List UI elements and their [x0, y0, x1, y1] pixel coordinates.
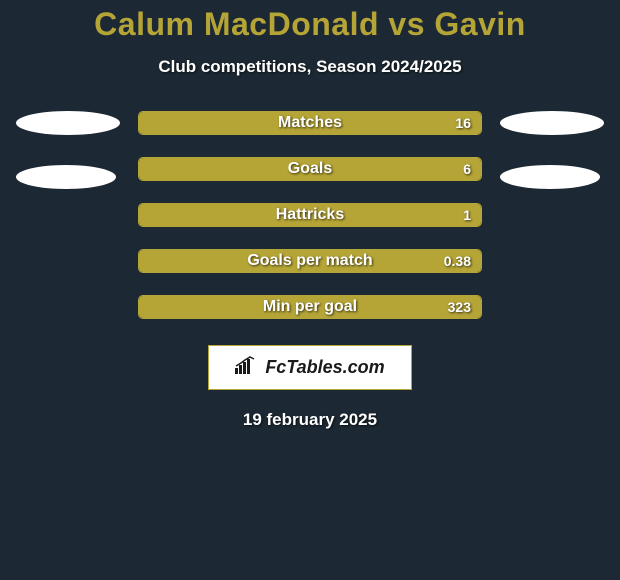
player-avatar [500, 111, 604, 135]
infographic-container: Calum MacDonald vs Gavin Club competitio… [0, 0, 620, 430]
bar-fill-right [139, 204, 481, 226]
player-avatar [500, 165, 600, 189]
bar-fill-right [139, 112, 481, 134]
left-avatars [16, 111, 120, 189]
comparison-section: Matches16 Goals6 Hattricks1 Goals per match… [0, 111, 620, 319]
brand-box: FcTables.com [208, 345, 411, 390]
right-avatars [500, 111, 604, 189]
stat-bars: Matches16 Goals6 Hattricks1 Goals per match… [138, 111, 482, 319]
bar-fill-right [139, 158, 481, 180]
brand-text: FcTables.com [265, 357, 384, 378]
stat-bar-row: Hattricks1 [138, 203, 482, 227]
player-avatar [16, 111, 120, 135]
stat-bar-row: Goals per match0.38 [138, 249, 482, 273]
page-subtitle: Club competitions, Season 2024/2025 [158, 57, 461, 77]
bar-fill-right [139, 296, 481, 318]
stat-bar-row: Min per goal323 [138, 295, 482, 319]
brand-chart-icon [235, 356, 257, 379]
stat-bar-row: Goals6 [138, 157, 482, 181]
date-text: 19 february 2025 [243, 410, 377, 430]
page-title: Calum MacDonald vs Gavin [94, 6, 526, 43]
bar-fill-right [139, 250, 481, 272]
stat-bar-row: Matches16 [138, 111, 482, 135]
player-avatar [16, 165, 116, 189]
